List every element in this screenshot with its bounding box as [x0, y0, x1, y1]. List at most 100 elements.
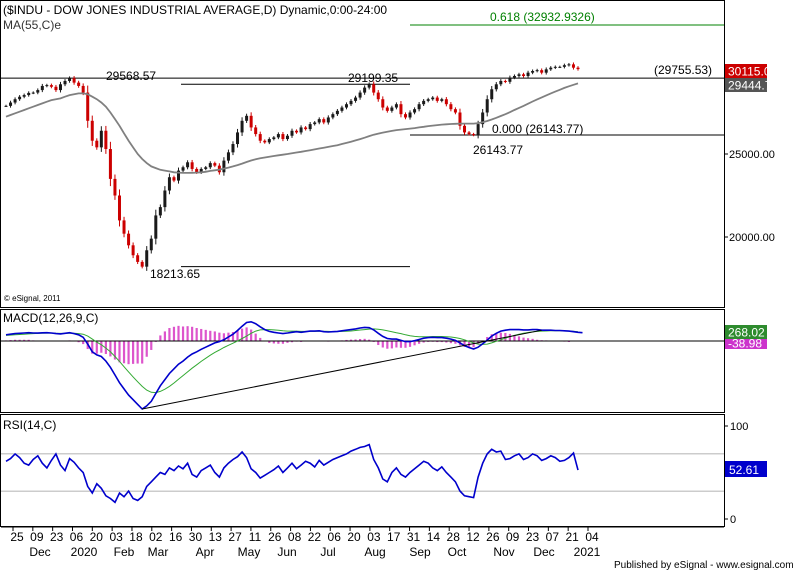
price-bar-body [68, 78, 72, 81]
price-bar-body [472, 134, 476, 136]
price-last-value-text: 30115.04 [728, 65, 777, 79]
date-axis-day-label: 12 [466, 530, 480, 544]
date-axis-day-label: 11 [249, 530, 262, 544]
price-bar-body [54, 86, 58, 91]
price-bar-body [4, 105, 8, 107]
price-axis-label: 25000.00 [729, 149, 775, 161]
macd-panel-frame [0, 309, 725, 413]
price-bar-body [149, 238, 153, 251]
price-bar-body [167, 177, 171, 191]
price-bar-body [417, 104, 421, 110]
price-bar-body [358, 92, 362, 98]
date-axis-day-label: 30 [189, 530, 203, 544]
price-bar-body [354, 97, 358, 101]
date-axis-day-label: 21 [565, 530, 579, 544]
price-level-labels: 29568.57 29199.35 18213.65 26143.77 0.000 (2… [106, 10, 712, 281]
price-bar-body [526, 72, 530, 76]
price-bar-body [158, 207, 162, 216]
price-bar-body [403, 114, 407, 118]
label-fib-0: 0.000 (26143.77) [492, 122, 583, 136]
price-bar-body [440, 99, 444, 101]
rsi-last-value-bg [725, 461, 767, 477]
date-axis-month-label: Jul [320, 545, 335, 559]
price-bar-body [58, 84, 62, 91]
date-axis-day-label: 06 [328, 530, 342, 544]
date-axis-day-label: 23 [526, 530, 540, 544]
price-bar-body [453, 109, 457, 113]
date-axis-month-label: May [238, 545, 261, 559]
price-bar-body [231, 144, 235, 153]
price-bar-body [240, 120, 244, 133]
price-bar-body [186, 162, 190, 168]
price-bar-body [163, 190, 167, 208]
price-bar-body [326, 117, 330, 123]
price-bar-body [503, 80, 507, 82]
rsi-panel-frame [0, 414, 725, 527]
price-bar-body [558, 66, 562, 68]
price-bar-body [113, 178, 117, 196]
rsi-axis: 0 100 52.61 [724, 421, 767, 526]
date-axis-day-label: 06 [70, 530, 84, 544]
price-bar-body [512, 75, 516, 78]
date-axis-month-label: 2020 [71, 545, 98, 559]
rsi-last-value-text: 52.61 [729, 463, 759, 477]
price-bar-body [372, 84, 376, 93]
price-bar-body [435, 97, 439, 101]
rsi-axis-label: 0 [730, 514, 736, 526]
price-bar-body [267, 139, 271, 143]
price-bars [4, 62, 580, 271]
price-bar-body [426, 99, 430, 101]
signal-last-value-text: -38.98 [728, 337, 762, 351]
label-29755: (29755.53) [654, 63, 712, 77]
date-axis-day-label: 20 [90, 530, 104, 544]
date-axis-day-label: 07 [546, 530, 560, 544]
watermark: © eSignal, 2011 [4, 294, 61, 303]
price-bar-body [540, 70, 544, 73]
price-bar-body [49, 85, 53, 87]
price-bar-body [258, 134, 262, 141]
price-bar-body [190, 162, 194, 169]
date-axis-month-label: Feb [114, 545, 135, 559]
date-axis-month-label: Apr [196, 545, 215, 559]
price-bar-body [63, 80, 67, 85]
price-bar-body [331, 114, 335, 118]
price-bar-body [281, 134, 285, 140]
ma55-line [5, 82, 579, 174]
price-bar-body [99, 130, 103, 148]
rsi-last-value: 52.61 [725, 461, 767, 477]
price-bar-body [45, 85, 49, 87]
ma-last-value: 29444.7112 [725, 78, 791, 93]
price-bar-body [499, 80, 503, 85]
price-bar-body [140, 261, 144, 267]
price-bar-body [249, 115, 253, 128]
price-bar-body [394, 104, 398, 108]
signal-last-value: -38.98 [725, 337, 767, 351]
price-bar-body [204, 167, 208, 169]
date-axis-month-label: Oct [448, 545, 467, 559]
price-bar-body [36, 90, 40, 93]
price-bar-body [104, 130, 108, 150]
price-bar-body [476, 124, 480, 136]
price-bar-body [254, 127, 258, 135]
date-axis-day-label: 08 [288, 530, 302, 544]
price-bar-body [399, 104, 403, 115]
price-bar-body [413, 109, 417, 113]
date-axis-day-label: 13 [209, 530, 223, 544]
price-bar-body [494, 84, 498, 90]
price-bar-body [263, 140, 267, 143]
price-bar-body [335, 110, 339, 115]
price-bar-body [444, 99, 448, 105]
rsi-levels [1, 453, 724, 492]
price-bar-body [458, 112, 462, 126]
price-bar-body [467, 132, 471, 135]
date-axis-day-label: 03 [367, 530, 381, 544]
price-bar-body [344, 104, 348, 108]
price-bar-body [535, 70, 539, 72]
price-bar-body [108, 149, 112, 179]
price-bar-body [299, 127, 303, 133]
price-bar-body [86, 92, 90, 121]
price-bar-body [562, 65, 566, 67]
label-29199: 29199.35 [348, 71, 398, 85]
